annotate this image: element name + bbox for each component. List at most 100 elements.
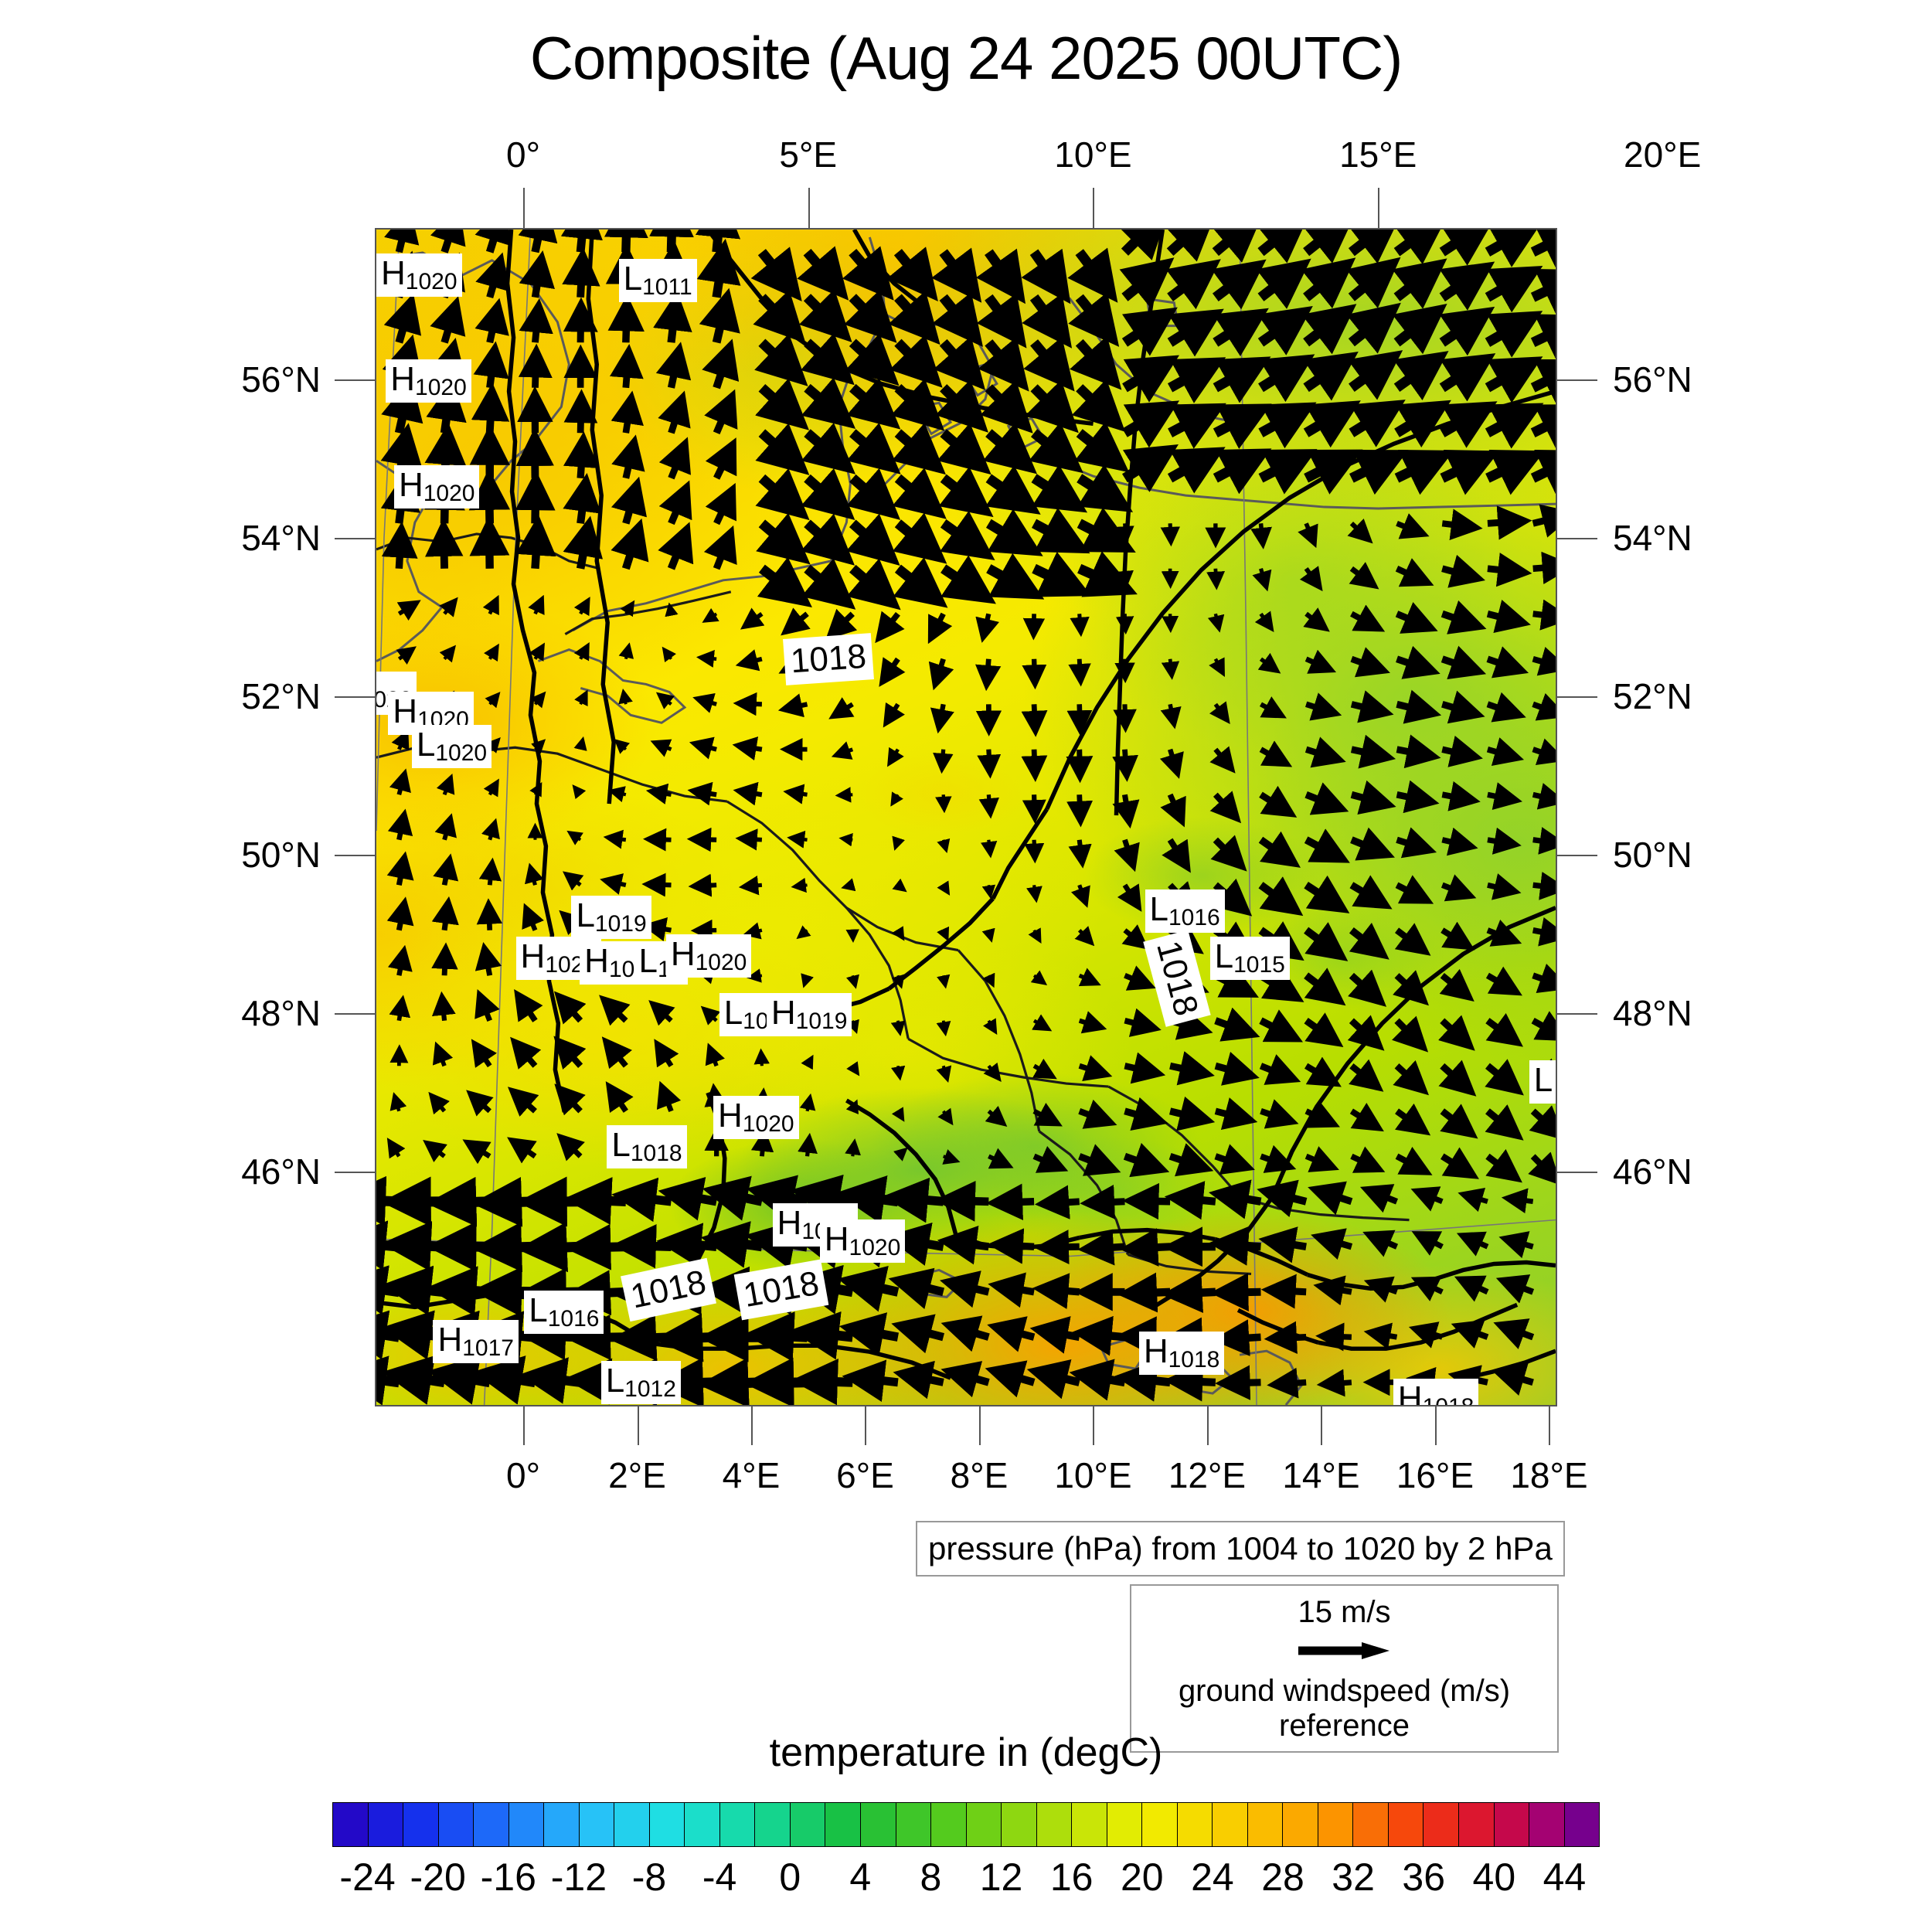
axis-label-top-1: 5°E [779,134,838,175]
pressure-type: H [520,937,546,975]
pressure-value: 1012 [624,1376,676,1402]
axis-label-right-0: 56°N [1613,359,1692,400]
pressure-type: L [623,260,643,298]
axis-label-right-4: 48°N [1613,993,1692,1034]
tick-right-2 [1557,696,1597,699]
tick-left-0 [335,379,375,382]
colorbar-cell [438,1803,474,1846]
tick-left-3 [335,855,375,857]
tick-left-1 [335,538,375,540]
map-panel[interactable]: H1020L1011L1019H1020H1020L1019H1020H1020… [375,228,1557,1406]
pressure-type: H [390,359,416,398]
pressure-label-h-0: H1020 [376,253,462,297]
pressure-type: H [777,1203,802,1242]
pressure-value: 1020 [695,949,747,975]
tick-top-2 [1093,188,1095,228]
tick-left-5 [335,1172,375,1174]
colorbar-cell [1564,1803,1600,1846]
colorbar-cell [825,1803,861,1846]
colorbar-tick-12: 24 [1191,1855,1234,1899]
axis-label-top-2: 10°E [1054,134,1132,175]
axis-label-bottom-6: 12°E [1168,1455,1247,1495]
colorbar-tick-9: 12 [979,1855,1023,1899]
colorbar-title: temperature in (degC) [769,1730,1163,1775]
colorbar-cell [1072,1803,1107,1846]
tick-left-2 [335,696,375,699]
pressure-type: H [437,1320,463,1359]
colorbar-tick-6: 0 [779,1855,801,1899]
axis-label-bottom-4: 8°E [950,1455,1009,1495]
pressure-label-l-18: L [1529,1060,1556,1104]
pressure-type: H [670,934,696,973]
colorbar-cell [1177,1803,1213,1846]
axis-label-bottom-1: 2°E [608,1455,666,1495]
axis-label-left-1: 54°N [241,518,321,559]
pressure-label-h-4: H1020 [393,465,480,509]
pressure-label-h-27: H1018 [1393,1378,1479,1406]
temperature-colorbar[interactable] [332,1802,1600,1847]
colorbar-cell [1247,1803,1284,1846]
tick-bottom-5 [1093,1406,1095,1445]
tick-bottom-9 [1549,1406,1551,1445]
colorbar-cell [509,1803,545,1846]
pressure-type: H [1143,1332,1168,1370]
axis-label-left-3: 50°N [241,835,321,876]
tick-bottom-4 [978,1406,981,1445]
colorbar-cell [614,1803,650,1846]
colorbar-tick-13: 28 [1261,1855,1304,1899]
pressure-type: L [529,1291,548,1329]
axis-label-left-0: 56°N [241,359,321,400]
colorbar-cell [685,1803,720,1846]
tick-top-1 [808,188,810,228]
pressure-type: H [1397,1379,1423,1406]
colorbar-tick-15: 36 [1402,1855,1446,1899]
tick-bottom-7 [1321,1406,1323,1445]
wind-vector-field [376,230,1556,1405]
pressure-label-h-26: H1018 [1138,1331,1225,1375]
axis-label-bottom-3: 6°E [836,1455,894,1495]
pressure-label-h-13: H1020 [665,934,752,978]
colorbar-tick-3: -12 [550,1855,607,1899]
pressure-label-h-19: H1020 [713,1095,799,1139]
pressure-value: 1020 [849,1235,901,1260]
pressure-type: L [611,1126,631,1164]
axis-label-left-4: 48°N [241,993,321,1034]
pressure-value: 1018 [630,1141,682,1166]
axis-label-right-2: 52°N [1613,676,1692,717]
axis-label-bottom-2: 4°E [722,1455,781,1495]
pressure-label-l-14: L1016 [1145,889,1225,933]
pressure-value: 1020 [435,740,488,766]
colorbar-cell [860,1803,896,1846]
colorbar-tick-labels: -24 -20 -16 -12 -8 -4 0 4 8 12 16 20 24 28 32 36 40 44 [332,1855,1600,1909]
colorbar-cell [1388,1803,1424,1846]
colorbar-cell [1002,1803,1037,1846]
tick-left-4 [335,1013,375,1015]
pressure-type: L [1533,1061,1553,1100]
axis-label-bottom-7: 14°E [1282,1455,1360,1495]
colorbar-tick-0: -24 [339,1855,396,1899]
colorbar-cell [403,1803,439,1846]
colorbar-cell [896,1803,932,1846]
pressure-type: H [381,253,406,292]
tick-right-4 [1557,1013,1597,1015]
pressure-legend: pressure (hPa) from 1004 to 1020 by 2 hP… [916,1521,1565,1577]
tick-bottom-8 [1434,1406,1437,1445]
colorbar-cell [544,1803,580,1846]
pressure-value: 1018 [1423,1394,1475,1405]
colorbar-tick-14: 32 [1332,1855,1375,1899]
pressure-label-h-3: H1020 [386,359,471,403]
colorbar-cell [931,1803,967,1846]
colorbar-cell [1036,1803,1073,1846]
colorbar-tick-7: 4 [849,1855,872,1899]
colorbar-cell [333,1803,369,1846]
pressure-value: 1019 [594,910,647,937]
wind-legend-caption: ground windspeed (m/s) reference [1178,1674,1511,1743]
pressure-type: L [1149,890,1168,928]
page-title: Composite (Aug 24 2025 00UTC) [529,24,1403,92]
tick-bottom-2 [750,1406,753,1445]
tick-right-1 [1557,538,1597,540]
axis-label-left-5: 46°N [241,1151,321,1192]
colorbar-tick-16: 40 [1472,1855,1516,1899]
pressure-value: 1020 [742,1111,794,1137]
colorbar-cell [1423,1803,1459,1846]
